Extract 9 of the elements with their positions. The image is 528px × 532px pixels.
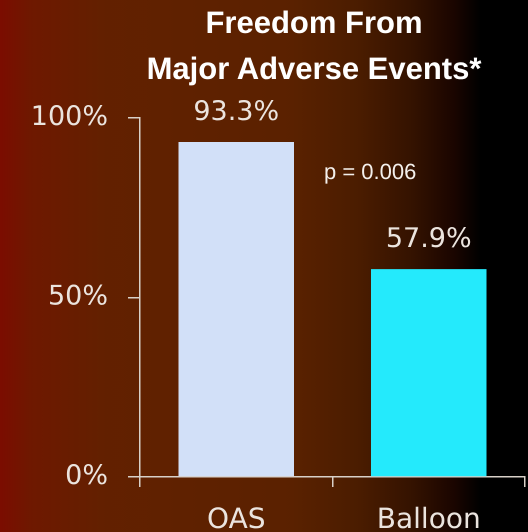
data-label: 57.9% bbox=[386, 223, 472, 254]
y-tick-label: 100% bbox=[30, 101, 108, 132]
x-tick-label: OAS bbox=[207, 502, 266, 532]
y-tick-label: 0% bbox=[65, 460, 108, 492]
chart-title: Freedom From Major Adverse Events* bbox=[146, 4, 482, 88]
data-label: 93.3% bbox=[193, 96, 280, 128]
annotation: p = 0.006 bbox=[324, 159, 416, 185]
x-tick-label: Balloon bbox=[376, 502, 481, 532]
y-tick-label: 50% bbox=[48, 280, 108, 312]
